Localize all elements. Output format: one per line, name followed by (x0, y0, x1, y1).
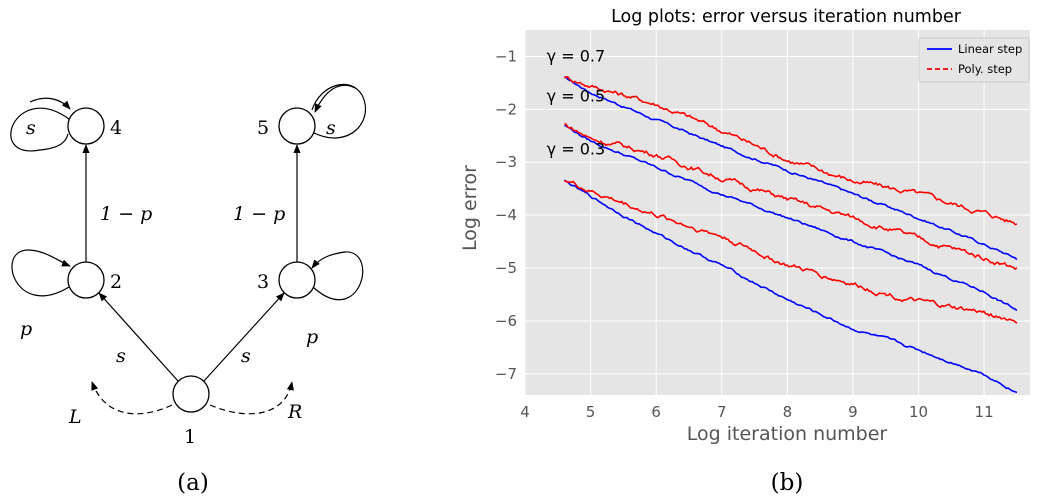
edge-1-3 (203, 292, 285, 382)
plot-area (525, 30, 1030, 395)
edge-right-dashed (209, 381, 294, 415)
x-tick-label: 7 (717, 403, 727, 421)
chart-title: Log plots: error versus iteration number (611, 7, 962, 27)
node-2-label: 2 (110, 271, 122, 293)
x-tick-label: 9 (848, 403, 858, 421)
node-2 (67, 261, 105, 299)
legend-label-linear: Linear step (958, 42, 1022, 56)
gamma-annotations: γ = 0.7 γ = 0.5 γ = 0.3 (547, 47, 605, 159)
label-edge-1-2: s (116, 345, 126, 367)
node-3 (278, 261, 316, 299)
edge-left-dashed (91, 381, 173, 415)
loop-2 (11, 249, 71, 297)
series-line (564, 123, 1018, 271)
y-tick-labels: −7 −6 −5 −4 −3 −2 −1 (495, 47, 517, 382)
y-tick-label: −5 (495, 259, 517, 277)
gamma-label: γ = 0.5 (547, 86, 605, 105)
x-axis-label: Log iteration number (687, 423, 888, 445)
node-5 (278, 107, 316, 145)
edge-1-2 (98, 292, 179, 382)
y-tick-label: −2 (495, 100, 517, 118)
label-loop-2: p (20, 318, 32, 340)
label-right: R (287, 401, 302, 423)
node-4 (67, 107, 105, 145)
node-4-label: 4 (110, 117, 122, 139)
series-line (564, 124, 1018, 312)
node-5-label: 5 (257, 117, 269, 139)
caption-b: (b) (771, 470, 804, 496)
label-loop-3: p (306, 326, 318, 348)
label-loop-4: s (26, 117, 36, 139)
markov-diagram: 4 5 2 3 1 s s p p 1 − p 1 − p s s L R (a… (10, 83, 367, 496)
legend: Linear step Poly. step (918, 37, 1030, 83)
gamma-label: γ = 0.7 (547, 47, 605, 66)
node-1-label: 1 (184, 426, 196, 448)
label-edge-3-5: 1 − p (233, 203, 285, 225)
node-1 (172, 375, 210, 413)
y-tick-label: −4 (495, 206, 517, 224)
label-edge-1-3: s (241, 345, 251, 367)
x-tick-label: 8 (783, 403, 793, 421)
x-tick-label: 4 (520, 403, 530, 421)
y-axis-label: Log error (459, 165, 481, 251)
loop-3 (311, 251, 364, 301)
series-line (564, 76, 1018, 261)
x-tick-label: 11 (975, 403, 994, 421)
x-tick-label: 5 (586, 403, 596, 421)
legend-label-poly: Poly. step (958, 62, 1012, 76)
y-tick-label: −6 (495, 312, 517, 330)
loop-4-arrow (29, 97, 71, 110)
series-line (563, 179, 1018, 394)
series-lines (563, 75, 1018, 394)
series-line (564, 180, 1018, 324)
x-tick-label: 10 (909, 403, 928, 421)
label-left: L (68, 406, 82, 428)
error-chart: Log plots: error versus iteration number… (459, 7, 1030, 496)
y-tick-label: −3 (495, 153, 517, 171)
x-tick-labels: 4 5 6 7 8 9 10 11 (520, 403, 993, 421)
x-tick-label: 6 (651, 403, 661, 421)
loop-4 (10, 107, 70, 152)
label-edge-2-4: 1 − p (100, 203, 152, 225)
series-line (564, 75, 1018, 226)
y-tick-label: −1 (495, 47, 517, 65)
node-3-label: 3 (257, 271, 269, 293)
loop-5-arrow (314, 84, 356, 113)
y-tick-label: −7 (495, 365, 517, 383)
loop-5 (311, 83, 367, 139)
label-loop-5: s (326, 117, 336, 139)
caption-a: (a) (177, 470, 209, 496)
gamma-label: γ = 0.3 (547, 139, 605, 158)
